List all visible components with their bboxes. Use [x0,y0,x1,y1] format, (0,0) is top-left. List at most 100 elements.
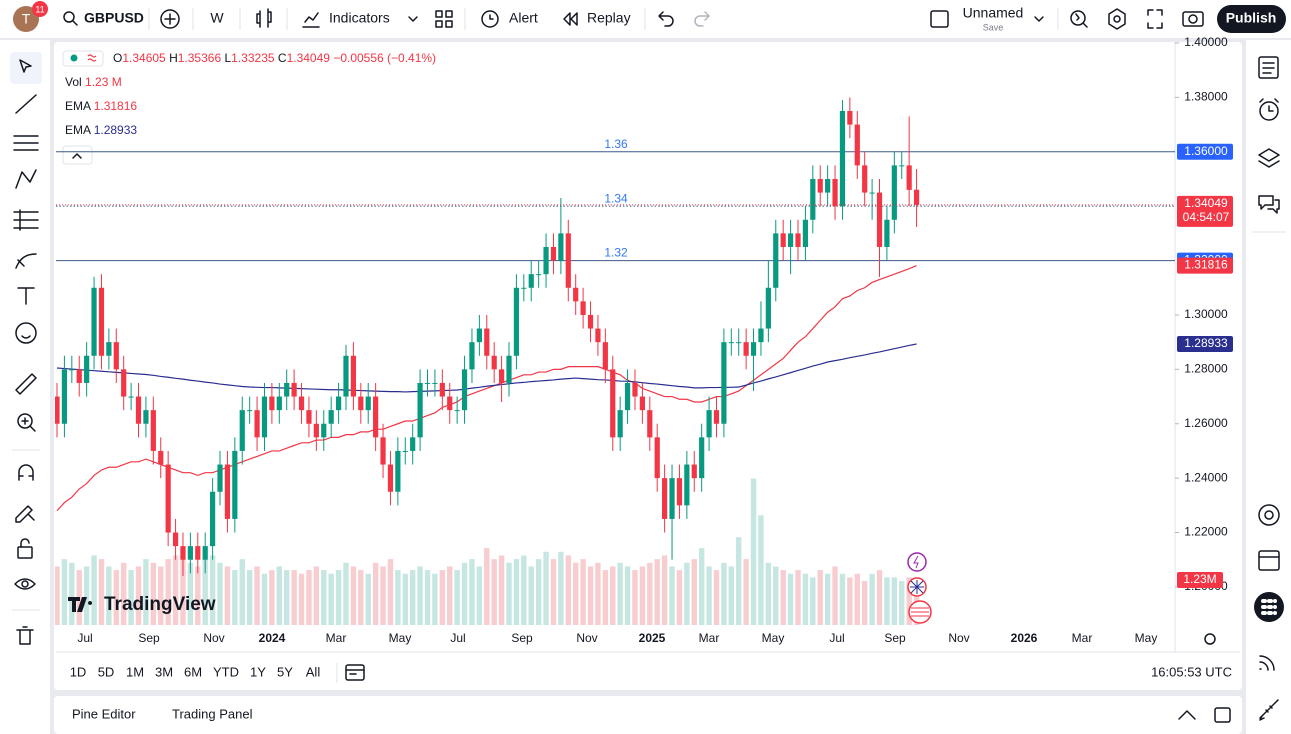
candle-body [143,410,149,424]
expand[interactable] [1178,710,1196,720]
range-button[interactable]: 1M [126,664,144,679]
ema-badge [1177,335,1233,352]
volume-bar [698,548,705,625]
lock-tool[interactable] [17,546,33,559]
ema-line [56,265,917,512]
candle-body [461,369,468,411]
visibility-tool[interactable] [14,578,36,590]
add-symbol[interactable] [160,9,180,29]
target [1264,510,1274,520]
chevron[interactable] [408,16,418,22]
x-tick-label: 2024 [259,631,286,645]
alert-icon [489,14,494,20]
volume-bar [550,559,557,625]
price-axis: 1.40000 1.38000 1.30000 1.28000 1.26000 1.240… [1175,35,1233,593]
value: 1.23 M [85,75,122,89]
event-icon[interactable] [907,552,927,572]
collapse-button [72,153,82,159]
projection-tool[interactable] [13,209,39,231]
emoji-tool[interactable] [15,322,37,344]
zoom-tool[interactable] [17,413,33,429]
candle-body [298,396,305,411]
tab[interactable]: Trading Panel [172,706,253,721]
clock: 16:05:53 UTC [1151,664,1232,679]
line-tool[interactable] [15,94,37,114]
tab[interactable]: Pine Editor [72,706,136,721]
notification-count: 11 [35,4,44,14]
volume-bar [484,548,490,625]
layout-icon[interactable] [930,10,949,28]
ruler-tool[interactable] [15,373,37,395]
candle-body [61,369,68,424]
search-icon[interactable] [63,11,75,23]
range-button[interactable]: 6M [184,664,202,679]
avatar[interactable] [13,6,39,32]
alert[interactable]: Alert [509,10,538,26]
quick-search [1075,13,1088,28]
text-tool[interactable] [17,287,35,305]
delete-tool[interactable] [16,626,34,645]
layout-name[interactable]: Unnamed [963,5,1024,21]
magnet-tool[interactable] [18,464,34,481]
alerts[interactable] [1259,101,1279,121]
range-button[interactable]: All [306,664,321,679]
layout-save[interactable]: Save [983,22,1004,32]
volume-bar [587,566,594,625]
alert-icon[interactable] [481,10,499,28]
indicators-icon[interactable] [302,12,320,28]
bottom-tabs: Pine Editor Trading Panel [72,706,1231,723]
volume-bar [55,566,60,625]
candle-body [439,382,445,397]
candle-body [787,233,794,247]
volume-bar [439,570,446,625]
candle-body [602,342,608,370]
indicators[interactable]: Indicators [329,10,390,26]
stay-drawing[interactable] [15,505,35,523]
range-button[interactable]: 1D [70,664,87,679]
settings[interactable] [1108,8,1126,30]
logo [68,597,93,612]
x-tick-label: Mar [326,631,347,645]
brush-tool[interactable] [15,253,37,269]
chat[interactable] [1258,195,1280,214]
help[interactable] [1259,699,1279,721]
axis-settings[interactable] [1204,633,1216,645]
price-badge-label: 1.34049 [1184,196,1228,210]
calendar[interactable] [1258,550,1280,571]
goto-date[interactable] [345,664,365,681]
replay-icon[interactable] [563,12,578,26]
range-button[interactable]: YTD [213,664,239,679]
candle-body [765,287,771,329]
redo[interactable] [694,11,710,27]
stream[interactable] [1259,655,1275,671]
candle-body [810,178,816,220]
volume-bar [654,559,660,625]
cursor-tool[interactable] [19,59,32,73]
symbol[interactable]: GBPUSD [84,10,144,26]
snapshot[interactable] [1182,11,1204,27]
legend-toggle[interactable] [62,50,104,67]
fib-tool[interactable] [13,135,39,151]
quick-search[interactable] [1070,10,1086,26]
target[interactable] [1258,504,1280,526]
range-button[interactable]: 3M [155,664,173,679]
range-button[interactable]: 1Y [250,664,266,679]
fullscreen[interactable] [1147,9,1163,29]
layouts-icon[interactable] [435,10,453,28]
chevron[interactable] [1034,16,1044,22]
pattern-tool[interactable] [15,169,37,189]
chart-type[interactable] [256,8,272,28]
watchlist[interactable] [1258,56,1279,79]
replay[interactable]: Replay [587,10,631,26]
ema-legend: EMA 1.31816 [65,99,137,113]
maximize[interactable] [1214,707,1231,723]
interval[interactable]: W [210,10,224,26]
candle-body [676,478,683,506]
volume-bar [447,566,453,625]
undo[interactable] [658,11,674,27]
range-button[interactable]: 5D [98,664,115,679]
range-button[interactable]: 5Y [277,664,293,679]
publish-button[interactable] [1217,5,1286,33]
level-label: 1.36 [604,137,628,151]
layers[interactable] [1258,148,1280,168]
